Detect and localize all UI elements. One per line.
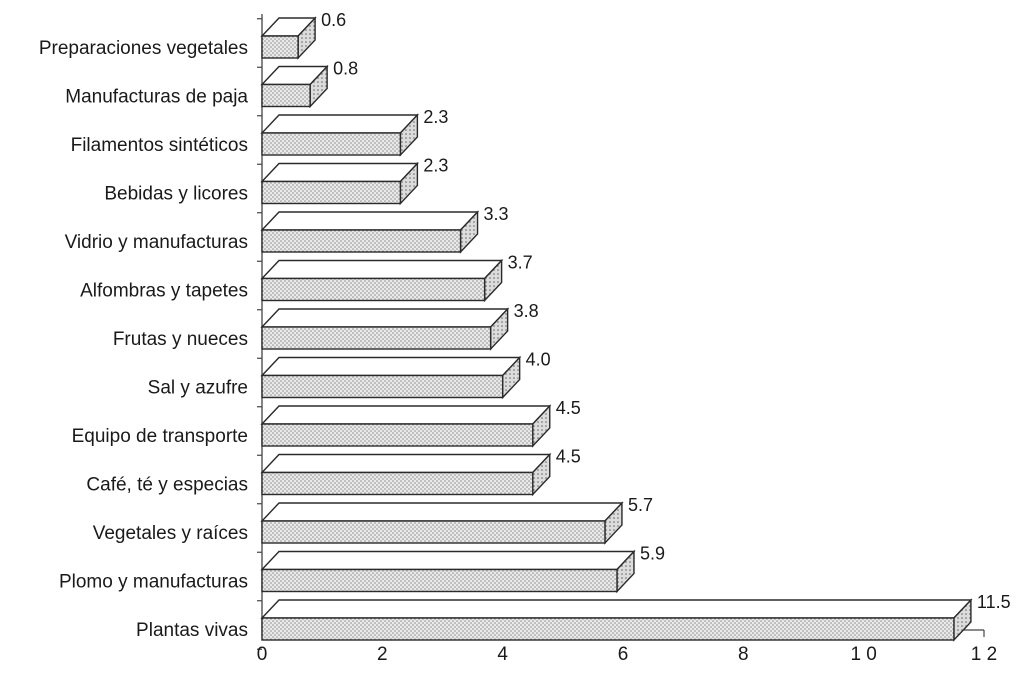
bar bbox=[260, 258, 504, 303]
value-label: 2.3 bbox=[423, 156, 448, 176]
bar-top-face bbox=[260, 211, 480, 231]
bar-front-face bbox=[261, 83, 311, 108]
bar-front-face bbox=[261, 520, 606, 544]
bar-top-face bbox=[260, 502, 624, 522]
value-label: 11.5 bbox=[977, 592, 1011, 612]
category-label: Manufacturas de paja bbox=[65, 87, 248, 108]
bar bbox=[260, 16, 317, 60]
x-tick-label: 6 bbox=[618, 644, 629, 665]
bar-top-face bbox=[260, 405, 552, 425]
value-label: 4.5 bbox=[556, 398, 581, 418]
bar bbox=[260, 452, 552, 497]
x-tick-label: 4 bbox=[497, 644, 508, 665]
category-label: Plantas vivas bbox=[136, 620, 248, 641]
bar-top-face bbox=[260, 308, 510, 328]
x-tick-label: 1 2 bbox=[971, 644, 997, 665]
value-label: 0.6 bbox=[321, 10, 346, 30]
bar bbox=[260, 113, 420, 157]
category-label: Plomo y manufacturas bbox=[59, 572, 248, 593]
value-label: 3.8 bbox=[514, 301, 539, 321]
bar bbox=[260, 355, 522, 400]
value-label: 4.0 bbox=[526, 350, 551, 370]
bar-front-face bbox=[261, 277, 486, 302]
bar-front-face bbox=[261, 374, 504, 399]
category-label: Filamentos sintéticos bbox=[71, 135, 248, 156]
labels-group: 0 2 4 6 8 1 0 1 2 Preparaciones vegetales 0.6 Man… bbox=[39, 10, 1011, 665]
category-label: Vidrio y manufacturas bbox=[65, 232, 248, 253]
bar bbox=[260, 64, 329, 109]
x-tick-label: 0 bbox=[257, 644, 268, 665]
category-label: Vegetales y raíces bbox=[93, 523, 248, 544]
value-label: 5.7 bbox=[628, 495, 653, 515]
category-label: Preparaciones vegetales bbox=[39, 38, 248, 59]
category-label: Frutas y nueces bbox=[113, 329, 248, 350]
bar-front-face bbox=[261, 423, 534, 447]
bar-front-face bbox=[261, 35, 299, 59]
value-label: 2.3 bbox=[423, 107, 448, 127]
bar-front-face bbox=[261, 180, 402, 205]
value-label: 0.8 bbox=[333, 59, 358, 79]
value-label: 4.5 bbox=[556, 447, 581, 467]
bar-front-face bbox=[261, 617, 955, 641]
bar bbox=[260, 210, 480, 254]
bar-top-face bbox=[260, 453, 552, 474]
bar bbox=[260, 598, 973, 642]
bars-group bbox=[260, 16, 973, 642]
bar bbox=[260, 549, 636, 594]
bar-top-face bbox=[260, 599, 973, 619]
bar-top-face bbox=[260, 114, 420, 134]
value-label: 3.7 bbox=[508, 253, 533, 273]
category-label: Café, té y especias bbox=[86, 475, 248, 496]
category-label: Sal y azufre bbox=[148, 378, 248, 399]
bar-front-face bbox=[261, 471, 534, 496]
bar-top-face bbox=[260, 162, 420, 183]
bar-front-face bbox=[261, 132, 402, 156]
category-label: Bebidas y licores bbox=[104, 184, 248, 205]
bar-front-face bbox=[261, 568, 618, 593]
bar-front-face bbox=[261, 229, 462, 253]
x-tick-label: 1 0 bbox=[850, 644, 876, 665]
value-label: 3.3 bbox=[484, 204, 509, 224]
value-label: 5.9 bbox=[640, 544, 665, 564]
x-tick-label: 2 bbox=[377, 644, 388, 665]
bar-top-face bbox=[260, 550, 636, 571]
bar-top-face bbox=[260, 259, 504, 280]
bar-front-face bbox=[261, 326, 492, 350]
bar bbox=[260, 161, 420, 206]
category-label: Alfombras y tapetes bbox=[80, 281, 248, 302]
category-label: Equipo de transporte bbox=[72, 426, 248, 447]
x-tick-label: 8 bbox=[738, 644, 749, 665]
bar bbox=[260, 501, 624, 545]
bar-top-face bbox=[260, 356, 522, 377]
bar bbox=[260, 404, 552, 448]
bar bbox=[260, 307, 510, 351]
